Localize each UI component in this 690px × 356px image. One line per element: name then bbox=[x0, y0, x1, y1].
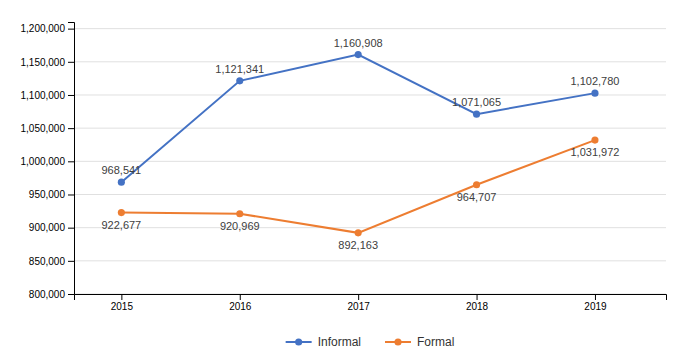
series-line bbox=[121, 140, 595, 233]
y-tick-mark bbox=[68, 228, 74, 229]
y-tick: 900,000 bbox=[29, 222, 74, 233]
data-label: 1,160,908 bbox=[334, 37, 383, 49]
data-label: 920,969 bbox=[220, 220, 260, 232]
y-tick: 1,200,000 bbox=[21, 23, 75, 34]
y-tick-label: 800,000 bbox=[29, 289, 66, 300]
y-tick-mark bbox=[68, 261, 74, 262]
grid-line bbox=[74, 28, 666, 29]
data-label: 1,121,341 bbox=[215, 63, 264, 75]
chart: 2015 2016 2017 2018 2019 800,000 850,000 900,00… bbox=[0, 0, 690, 356]
x-tick-label: 2017 bbox=[348, 301, 371, 312]
y-tick-label: 1,150,000 bbox=[21, 57, 66, 68]
y-tick: 1,100,000 bbox=[21, 90, 75, 101]
grid-line bbox=[74, 128, 666, 129]
x-tick-label: 2018 bbox=[466, 301, 489, 312]
x-tick-mark bbox=[358, 294, 359, 300]
series-marker bbox=[473, 111, 480, 118]
x-axis-line bbox=[75, 295, 667, 301]
y-tick-label: 1,100,000 bbox=[21, 90, 66, 101]
grid-line bbox=[74, 194, 666, 195]
y-tick: 800,000 bbox=[29, 289, 74, 300]
y-axis: 800,000 850,000 900,000 950,000 1,000,000 1,0… bbox=[21, 23, 75, 300]
series-marker bbox=[591, 90, 598, 97]
y-tick-mark bbox=[68, 294, 74, 295]
legend-item: Informal bbox=[286, 335, 361, 349]
series-marker bbox=[473, 181, 480, 188]
legend-marker bbox=[295, 338, 302, 345]
x-tick-label: 2016 bbox=[229, 301, 252, 312]
data-labels: 968,541 1,121,341 1,160,908 1,071,065 1,102,… bbox=[101, 37, 619, 251]
data-label: 1,071,065 bbox=[452, 96, 501, 108]
series-line bbox=[121, 55, 595, 183]
y-tick-mark bbox=[68, 128, 74, 129]
y-tick-label: 1,000,000 bbox=[21, 156, 66, 167]
x-tick-mark bbox=[240, 294, 241, 300]
legend-item: Formal bbox=[385, 335, 454, 349]
y-tick: 1,050,000 bbox=[21, 123, 75, 134]
legend: Informal Formal bbox=[286, 335, 455, 349]
x-tick-mark bbox=[121, 294, 122, 300]
y-tick: 850,000 bbox=[29, 256, 74, 267]
x-tick: 2017 bbox=[348, 294, 371, 312]
series-marker bbox=[118, 179, 125, 186]
series-marker bbox=[118, 209, 125, 216]
y-tick: 1,000,000 bbox=[21, 156, 75, 167]
y-tick-label: 1,200,000 bbox=[21, 23, 66, 34]
y-tick-label: 850,000 bbox=[29, 256, 66, 267]
grid bbox=[74, 29, 666, 294]
y-axis-line bbox=[68, 23, 75, 295]
data-label: 968,541 bbox=[101, 164, 141, 176]
series-marker bbox=[355, 51, 362, 58]
legend-label: Formal bbox=[417, 335, 454, 349]
y-tick-label: 900,000 bbox=[29, 222, 66, 233]
legend-label: Informal bbox=[318, 335, 361, 349]
y-tick-label: 1,050,000 bbox=[21, 123, 66, 134]
x-tick: 2016 bbox=[229, 294, 252, 312]
series-marker bbox=[236, 77, 243, 84]
grid-line bbox=[74, 260, 666, 261]
series-marker bbox=[355, 229, 362, 236]
data-label: 1,031,972 bbox=[570, 146, 619, 158]
series-marker bbox=[236, 210, 243, 217]
x-axis: 2015 2016 2017 2018 2019 bbox=[75, 294, 667, 312]
data-label: 922,677 bbox=[101, 219, 141, 231]
x-tick: 2018 bbox=[466, 294, 489, 312]
y-tick-mark bbox=[68, 95, 74, 96]
y-tick-mark bbox=[68, 161, 74, 162]
marks bbox=[118, 51, 599, 236]
series-marker bbox=[591, 137, 598, 144]
x-tick-mark bbox=[595, 294, 596, 300]
y-tick-mark bbox=[68, 194, 74, 195]
grid-line bbox=[74, 161, 666, 162]
data-label: 964,707 bbox=[457, 191, 497, 203]
data-label: 1,102,780 bbox=[570, 75, 619, 87]
plot: 2015 2016 2017 2018 2019 800,000 850,000 900,00… bbox=[21, 23, 667, 313]
x-tick-mark bbox=[477, 294, 478, 300]
y-tick: 950,000 bbox=[29, 189, 74, 200]
y-tick: 1,150,000 bbox=[21, 57, 75, 68]
x-tick: 2019 bbox=[584, 294, 607, 312]
y-tick-mark bbox=[68, 29, 74, 30]
data-label: 892,163 bbox=[338, 239, 378, 251]
legend-marker bbox=[394, 338, 401, 345]
x-tick-label: 2015 bbox=[111, 301, 134, 312]
x-tick-label: 2019 bbox=[584, 301, 607, 312]
y-tick-label: 950,000 bbox=[29, 189, 66, 200]
y-tick-mark bbox=[68, 62, 74, 63]
x-tick: 2015 bbox=[111, 294, 134, 312]
